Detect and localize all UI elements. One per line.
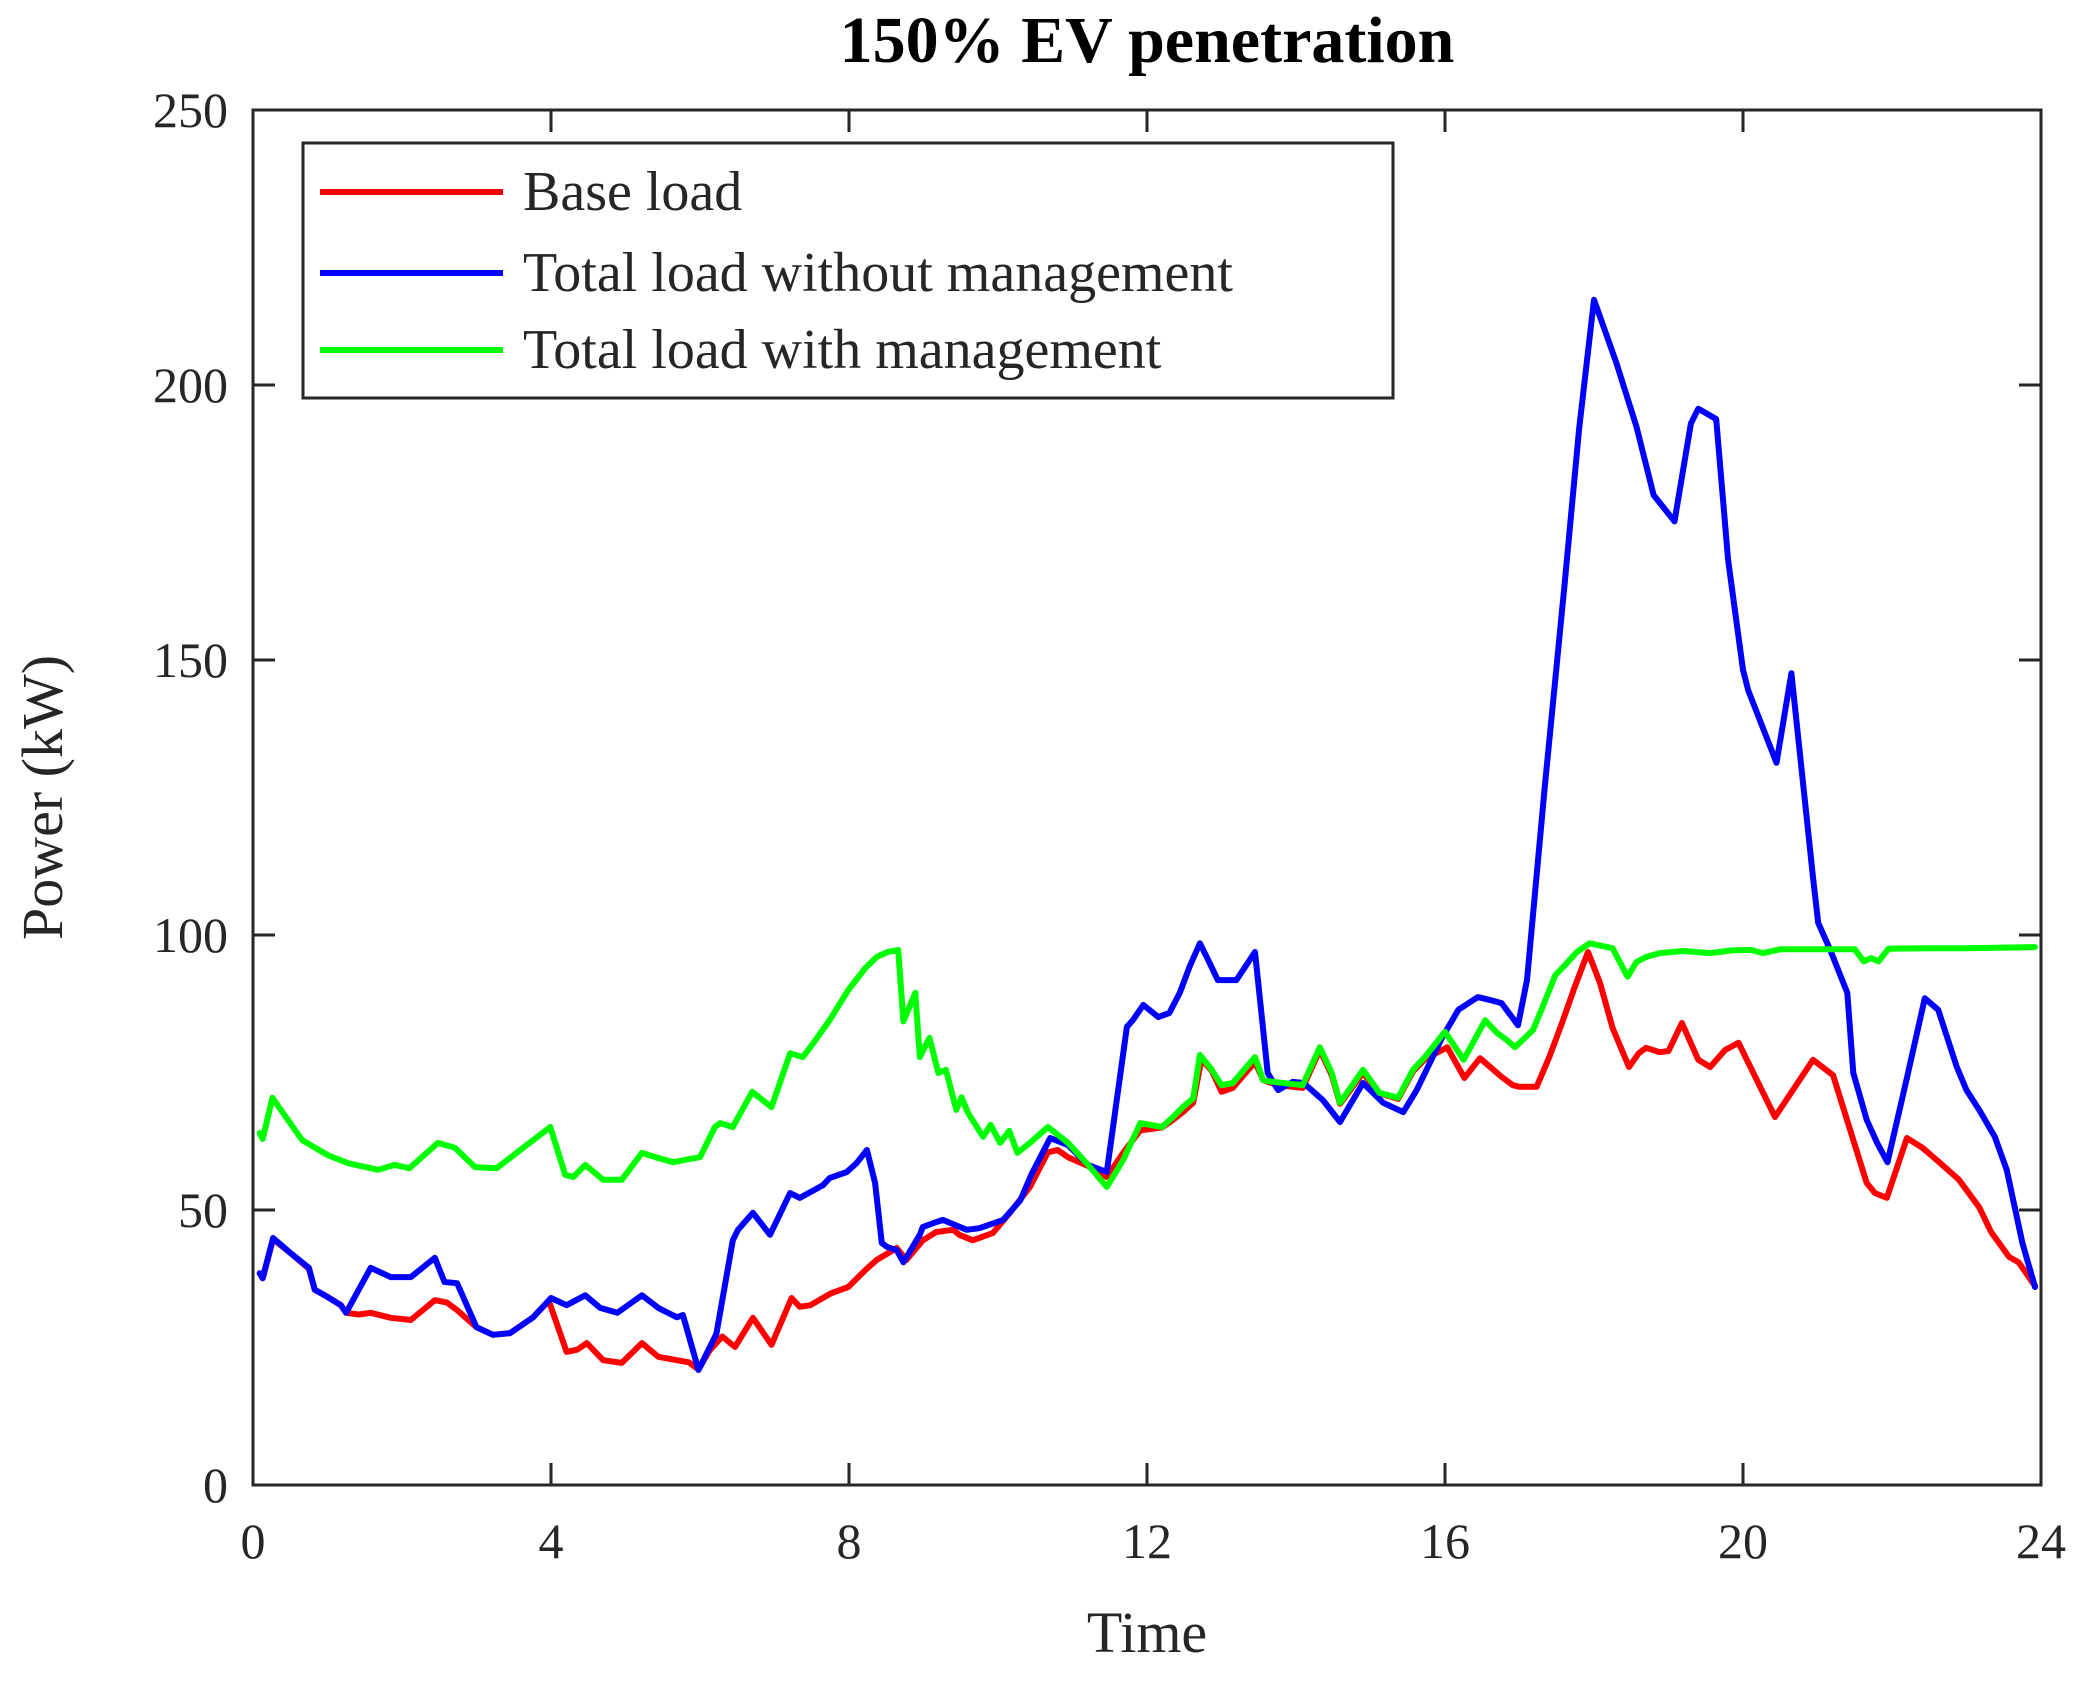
y-tick-label: 250 <box>153 82 228 138</box>
legend: Base load Total load without management To… <box>301 141 1395 400</box>
legend-item: Total load with management <box>320 319 1162 381</box>
x-tick-label: 0 <box>241 1513 266 1569</box>
y-tick-label: 50 <box>178 1182 228 1238</box>
legend-item: Base load <box>320 161 742 223</box>
x-tick-label: 20 <box>1718 1513 1768 1569</box>
legend-item: Total load without management <box>320 242 1233 304</box>
legend-box <box>301 141 1395 400</box>
y-axis-label: Power (kW) <box>10 655 75 940</box>
series-total-load-with-management <box>256 940 2038 1190</box>
y-tick-label: 100 <box>153 907 228 963</box>
legend-item-label: Total load with management <box>523 319 1162 381</box>
legend-item-label: Total load without management <box>523 242 1233 304</box>
series-total-load-without-management <box>256 296 2038 1373</box>
y-tick-label: 150 <box>153 632 228 688</box>
x-axis-label: Time <box>1087 1600 1207 1665</box>
x-tick-label: 8 <box>837 1513 862 1569</box>
x-tick-label: 12 <box>1122 1513 1172 1569</box>
legend-item-label: Base load <box>523 161 742 223</box>
y-tick-label: 0 <box>203 1457 228 1513</box>
y-tick-label: 200 <box>153 357 228 413</box>
series-base-load <box>256 949 2038 1373</box>
x-tick-label: 16 <box>1420 1513 1470 1569</box>
x-tick-label: 24 <box>2016 1513 2066 1569</box>
chart-title: 150% EV penetration <box>840 4 1455 77</box>
x-tick-label: 4 <box>539 1513 564 1569</box>
